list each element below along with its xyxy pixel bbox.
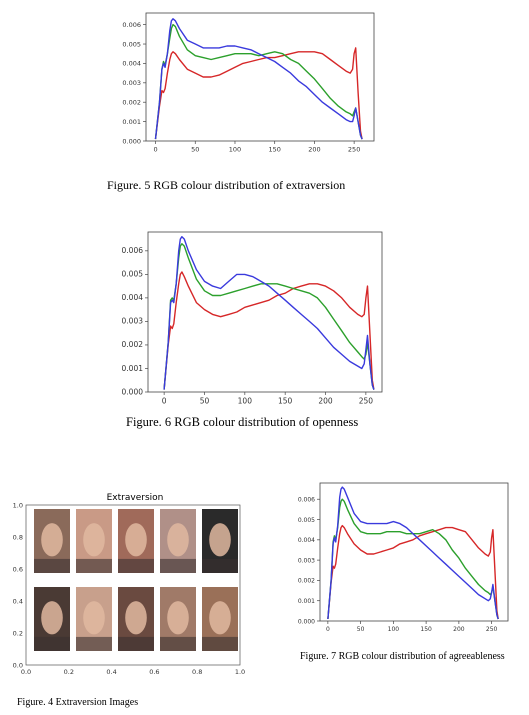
fig5-ytick-label: 0.002 (122, 99, 141, 107)
fig4-caption: Figure. 4 Extraversion Images (17, 697, 139, 708)
fig6-caption: Figure. 6 RGB colour distribution of ope… (126, 415, 359, 429)
fig5-rgb-chart: 0.000 0.001 0.002 0.003 0.004 0.005 0.006 0 50 10… (122, 12, 375, 154)
fig7-xtick-label: 250 (486, 626, 498, 633)
fig6-xtick-label: 100 (238, 397, 253, 406)
fig7-caption: Figure. 7 RGB colour distribution of agr… (300, 651, 505, 662)
fig7-series-line-0 (327, 524, 499, 620)
fig6-xtick-label: 150 (278, 397, 293, 406)
fig7-xtick-label: 0 (326, 626, 330, 633)
fig5-ytick-label: 0.000 (122, 137, 141, 145)
fig5-ytick-label: 0.006 (122, 21, 141, 29)
fig4-extraversion-images: Extraversion 0.0 0.2 0.4 0.6 0.8 1.0 0.0 0.2 0.4… (13, 493, 246, 676)
fig7-series-line-2 (327, 486, 499, 620)
fig5-xtick-label: 0 (153, 146, 157, 154)
fig6-rgb-chart: 0.000 0.001 0.002 0.003 0.004 0.005 0.006 0 50 10… (122, 231, 383, 406)
fig5-ytick-label: 0.001 (122, 118, 141, 126)
fig4-xtick-label: 0.6 (149, 668, 159, 676)
fig7-xtick-label: 200 (453, 626, 465, 633)
fig4-ytick-label: 0.6 (13, 566, 23, 574)
fig6-series-line-2 (163, 235, 375, 390)
fig6-ytick-label: 0.001 (122, 364, 144, 373)
fig4-ytick-label: 0.2 (13, 630, 23, 638)
fig4-title: Extraversion (107, 493, 164, 503)
fig4-face-thumbnail (118, 587, 154, 651)
fig6-ytick-label: 0.005 (122, 270, 144, 279)
fig5-caption: Figure. 5 RGB colour distribution of ext… (107, 178, 346, 192)
fig6-xtick-label: 250 (359, 397, 374, 406)
fig7-xtick-label: 50 (357, 626, 365, 633)
fig4-face-thumbnail (202, 587, 238, 651)
fig7-series-line-1 (327, 498, 499, 620)
fig4-xtick-label: 1.0 (235, 668, 245, 676)
fig4-face-thumbnail (34, 587, 70, 651)
fig7-ytick-label: 0.006 (298, 497, 315, 504)
fig4-xtick-label: 0.4 (106, 668, 116, 676)
fig4-ytick-label: 0.4 (13, 598, 23, 606)
fig6-xtick-label: 0 (162, 397, 167, 406)
fig6-xtick-label: 200 (318, 397, 333, 406)
fig4-face-thumbnail (76, 587, 112, 651)
fig6-xtick-label: 50 (200, 397, 210, 406)
fig4-ytick-label: 0.0 (13, 662, 23, 670)
fig4-ytick-label: 1.0 (13, 502, 23, 510)
fig7-ytick-label: 0.004 (298, 537, 315, 544)
fig5-ytick-label: 0.003 (122, 79, 141, 87)
fig5-xtick-label: 100 (229, 146, 241, 154)
fig5-series-line-2 (154, 18, 363, 140)
fig5-xtick-label: 150 (268, 146, 280, 154)
fig6-ytick-label: 0.004 (122, 293, 144, 302)
fig5-xtick-label: 200 (308, 146, 320, 154)
fig7-rgb-chart: 0.000 0.001 0.002 0.003 0.004 0.005 0.006 0 50 10… (298, 482, 509, 633)
fig7-ytick-label: 0.002 (298, 578, 315, 585)
fig5-series-line-1 (154, 23, 363, 140)
fig4-xtick-label: 0.0 (21, 668, 31, 676)
fig7-xtick-label: 150 (420, 626, 432, 633)
fig4-face-thumbnail (118, 509, 154, 573)
fig4-face-thumbnail (202, 509, 238, 573)
fig7-ytick-label: 0.005 (298, 517, 315, 524)
fig6-ytick-label: 0.000 (122, 387, 144, 396)
fig6-ytick-label: 0.002 (122, 340, 144, 349)
fig4-face-thumbnail (160, 587, 196, 651)
fig4-ytick-label: 0.8 (13, 534, 23, 542)
fig7-plot-frame (319, 482, 509, 622)
fig6-ytick-label: 0.003 (122, 317, 144, 326)
fig5-ytick-label: 0.005 (122, 40, 141, 48)
fig7-ytick-label: 0.001 (298, 598, 315, 605)
fig4-xtick-label: 0.8 (192, 668, 202, 676)
fig5-series-line-0 (154, 47, 363, 140)
fig4-xtick-label: 0.2 (64, 668, 74, 676)
fig7-xtick-label: 100 (388, 626, 400, 633)
fig5-plot-frame (145, 12, 375, 142)
fig5-ytick-label: 0.004 (122, 60, 141, 68)
fig4-face-thumbnail (160, 509, 196, 573)
fig7-ytick-label: 0.000 (298, 618, 315, 625)
fig5-xtick-label: 250 (348, 146, 360, 154)
fig6-ytick-label: 0.006 (122, 246, 144, 255)
fig6-plot-frame (147, 231, 383, 393)
fig6-series-line-1 (163, 243, 375, 390)
fig4-axes-frame (25, 504, 241, 666)
fig5-xtick-label: 50 (191, 146, 199, 154)
fig4-face-thumbnail (34, 509, 70, 573)
fig6-series-line-0 (163, 271, 375, 390)
fig7-ytick-label: 0.003 (298, 557, 315, 564)
fig4-face-thumbnail (76, 509, 112, 573)
